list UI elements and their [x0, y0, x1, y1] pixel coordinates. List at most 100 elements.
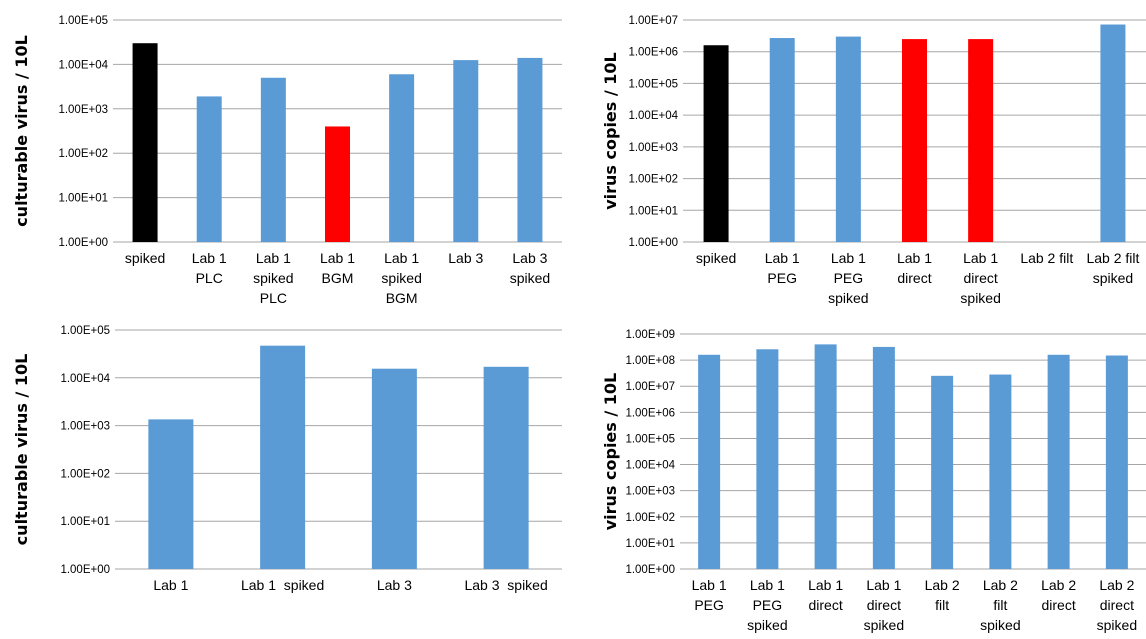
bar [260, 345, 306, 569]
chart-culturable-virus-top: 1.00E+00 1.00E+01 1.00E+02 1.00E+03 1.00E+04… [0, 0, 572, 318]
x-category-label: Lab 2 [1099, 577, 1134, 593]
y-tick-label: 1.00E+02 [625, 512, 675, 524]
x-category-label: spiked [828, 290, 868, 306]
y-tick-label: 1.00E+00 [628, 237, 678, 249]
x-category-label: Lab 1 [750, 577, 785, 593]
bar [835, 36, 861, 242]
x-category-label: Lab 1 [831, 250, 866, 266]
y-tick-label: 1.00E+00 [625, 564, 675, 576]
bar [968, 39, 994, 242]
x-category-label: spiked [747, 617, 787, 633]
y-axis-label: virus copies / 10L [601, 373, 620, 531]
x-category-label: Lab 1 spiked [241, 577, 324, 593]
x-category-label: direct [964, 270, 998, 286]
y-tick-label: 1.00E+06 [625, 407, 675, 419]
y-tick-label: 1.00E+09 [625, 329, 675, 341]
x-category-label: Lab 1 [963, 250, 998, 266]
x-category-label: PEG [834, 270, 864, 286]
bar [260, 77, 286, 242]
x-category-label: PLC [196, 270, 223, 286]
x-category-label: Lab 1 [320, 250, 355, 266]
x-category-label: Lab 1 [153, 577, 188, 593]
x-category-label: BGM [322, 270, 354, 286]
x-category-label: Lab 2 filt [1020, 250, 1073, 266]
y-axis-label: virus copies / 10L [601, 52, 620, 210]
bar [814, 344, 837, 569]
x-category-label: Lab 1 [897, 250, 932, 266]
x-category-label: Lab 3 [448, 250, 483, 266]
bar [1100, 24, 1126, 242]
chart-svg: 1.00E+00 1.00E+01 1.00E+02 1.00E+03 1.00E+04… [12, 15, 562, 306]
chart-svg: 1.00E+00 1.00E+01 1.00E+02 1.00E+03 1.00E+04… [601, 15, 1146, 306]
x-category-label: spiked [864, 617, 904, 633]
x-category-label: direct [867, 597, 901, 613]
x-category-label: Lab 2 [983, 577, 1018, 593]
x-category-label: PEG [767, 270, 797, 286]
bar [989, 374, 1012, 569]
y-tick-label: 1.00E+00 [60, 564, 110, 576]
chart-virus-copies-bottom: 1.00E+00 1.00E+01 1.00E+02 1.00E+03 1.00E+04… [573, 320, 1146, 639]
x-category-label: Lab 1 [192, 250, 227, 266]
x-category-label: Lab 3 [377, 577, 412, 593]
x-category-label: Lab 3 [512, 250, 547, 266]
chart-svg: 1.00E+00 1.00E+01 1.00E+02 1.00E+03 1.00E+04… [12, 325, 562, 593]
y-tick-label: 1.00E+02 [58, 148, 108, 160]
y-tick-label: 1.00E+02 [628, 174, 678, 186]
x-category-label: Lab 2 [1041, 577, 1076, 593]
y-tick-label: 1.00E+05 [625, 433, 675, 445]
bar [389, 74, 415, 242]
bar [196, 96, 222, 242]
bar [132, 43, 158, 242]
y-tick-label: 1.00E+08 [625, 355, 675, 367]
bar [902, 39, 927, 242]
bar [769, 38, 795, 243]
bar [517, 57, 543, 243]
x-category-label: filt [993, 597, 1007, 613]
bar [872, 346, 895, 569]
y-tick-label: 1.00E+03 [628, 142, 678, 154]
x-category-label: spiked [1097, 617, 1137, 633]
y-tick-label: 1.00E+03 [625, 486, 675, 498]
y-tick-label: 1.00E+06 [628, 47, 678, 59]
bar [1047, 354, 1070, 569]
x-category-label: spiked [381, 270, 421, 286]
x-category-label: Lab 1 [765, 250, 800, 266]
y-tick-label: 1.00E+02 [60, 468, 110, 480]
x-category-label: PEG [753, 597, 783, 613]
x-category-label: Lab 3 spiked [464, 577, 547, 593]
y-tick-label: 1.00E+05 [628, 78, 678, 90]
x-category-label: Lab 2 [925, 577, 960, 593]
chart-svg: 1.00E+00 1.00E+01 1.00E+02 1.00E+03 1.00E+04… [601, 329, 1146, 633]
bar [931, 375, 954, 569]
x-category-label: Lab 1 [384, 250, 419, 266]
bar [698, 354, 721, 569]
bar [325, 126, 350, 242]
bar [371, 368, 417, 569]
bar [756, 349, 779, 569]
x-category-label: spiked [510, 270, 550, 286]
chart-virus-copies-top: 1.00E+00 1.00E+01 1.00E+02 1.00E+03 1.00E+04… [573, 0, 1146, 318]
y-axis-label: culturable virus / 10L [12, 35, 31, 227]
x-category-label: direct [809, 597, 843, 613]
bar [453, 60, 479, 242]
x-category-label: direct [1042, 597, 1076, 613]
x-category-label: Lab 1 [256, 250, 291, 266]
x-category-label: Lab 1 [866, 577, 901, 593]
x-category-label: PLC [260, 290, 287, 306]
y-tick-label: 1.00E+01 [60, 516, 110, 528]
x-category-label: BGM [386, 290, 418, 306]
x-category-label: Lab 1 [692, 577, 727, 593]
x-category-label: spiked [1093, 270, 1133, 286]
x-category-label: spiked [696, 250, 736, 266]
bar [1105, 355, 1128, 569]
y-tick-label: 1.00E+04 [60, 373, 110, 385]
y-tick-label: 1.00E+05 [60, 325, 110, 337]
x-category-label: filt [935, 597, 949, 613]
x-category-label: PEG [694, 597, 724, 613]
y-tick-label: 1.00E+00 [58, 237, 108, 249]
chart-culturable-virus-bottom: 1.00E+00 1.00E+01 1.00E+02 1.00E+03 1.00E+04… [0, 320, 572, 639]
y-axis-label: culturable virus / 10L [12, 354, 31, 546]
y-tick-label: 1.00E+03 [58, 104, 108, 116]
y-tick-label: 1.00E+04 [625, 460, 675, 472]
x-category-label: direct [1100, 597, 1134, 613]
